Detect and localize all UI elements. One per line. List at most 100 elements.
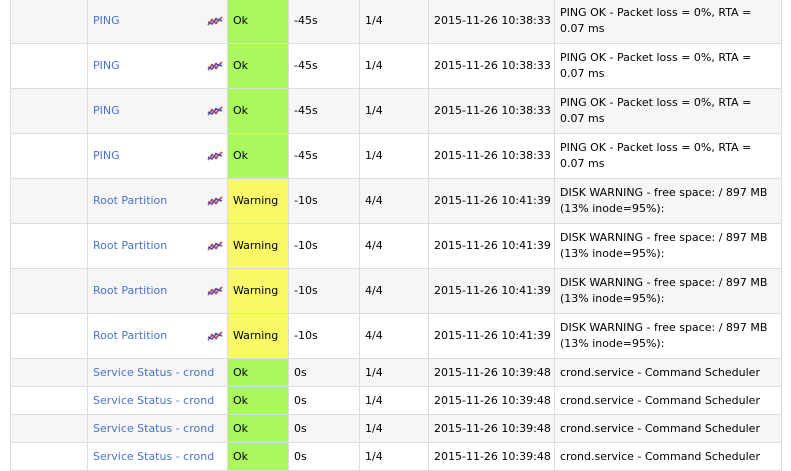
table-row: Service Status - crond Ok 0s 1/4 2015-11… (10, 358, 782, 387)
last-check-cell: -10s (288, 268, 360, 314)
service-cell: Root Partition (87, 268, 228, 314)
last-check-cell: -10s (288, 313, 360, 359)
status-info-cell: PING OK - Packet loss = 0%, RTA = 0.07 m… (554, 88, 782, 134)
table-row: PING Ok -45s 1/4 2015-11-26 10:38:33 PIN… (10, 43, 782, 89)
graph-icon[interactable] (207, 285, 223, 297)
status-badge: Warning (227, 268, 289, 314)
status-badge: Warning (227, 223, 289, 269)
last-checked-cell: 2015-11-26 10:38:33 (428, 43, 555, 89)
host-cell (10, 313, 88, 359)
service-link[interactable]: Service Status - crond (93, 421, 215, 435)
last-checked-cell: 2015-11-26 10:41:39 (428, 223, 555, 269)
last-checked-cell: 2015-11-26 10:38:33 (428, 0, 555, 44)
service-cell: Service Status - crond (87, 414, 228, 443)
service-link[interactable]: Root Partition (93, 284, 168, 297)
last-check-cell: 0s (288, 386, 360, 415)
status-info-cell: PING OK - Packet loss = 0%, RTA = 0.07 m… (554, 133, 782, 179)
attempt-cell: 1/4 (359, 133, 429, 179)
last-check-cell: -10s (288, 223, 360, 269)
status-badge: Warning (227, 313, 289, 359)
graph-icon[interactable] (207, 330, 223, 342)
last-check-cell: -45s (288, 43, 360, 89)
table-row: PING Ok -45s 1/4 2015-11-26 10:38:33 PIN… (10, 133, 782, 179)
attempt-cell: 4/4 (359, 268, 429, 314)
status-info-cell: DISK WARNING - free space: / 897 MB (13%… (554, 313, 782, 359)
service-cell: PING (87, 0, 228, 44)
graph-icon[interactable] (207, 240, 223, 252)
attempt-cell: 1/4 (359, 43, 429, 89)
service-cell: Service Status - crond (87, 442, 228, 471)
table-row: Root Partition Warning -10s 4/4 2015-11-… (10, 313, 782, 359)
service-link[interactable]: PING (93, 149, 120, 162)
table-row: PING Ok -45s 1/4 2015-11-26 10:38:33 PIN… (10, 0, 782, 44)
host-cell (10, 223, 88, 269)
table-row: Root Partition Warning -10s 4/4 2015-11-… (10, 268, 782, 314)
status-info-cell: crond.service - Command Scheduler (554, 386, 782, 415)
service-link[interactable]: PING (93, 59, 120, 72)
service-cell: Service Status - crond (87, 358, 228, 387)
host-cell (10, 442, 88, 471)
graph-icon[interactable] (207, 60, 223, 72)
service-link[interactable]: Root Partition (93, 329, 168, 342)
host-cell (10, 0, 88, 44)
service-cell: Root Partition (87, 178, 228, 224)
status-info-cell: crond.service - Command Scheduler (554, 414, 782, 443)
table-row: PING Ok -45s 1/4 2015-11-26 10:38:33 PIN… (10, 88, 782, 134)
service-cell: Root Partition (87, 223, 228, 269)
last-checked-cell: 2015-11-26 10:41:39 (428, 178, 555, 224)
graph-icon[interactable] (207, 150, 223, 162)
attempt-cell: 1/4 (359, 358, 429, 387)
status-info-cell: DISK WARNING - free space: / 897 MB (13%… (554, 223, 782, 269)
status-info-cell: crond.service - Command Scheduler (554, 358, 782, 387)
last-check-cell: -10s (288, 178, 360, 224)
status-badge: Ok (227, 414, 289, 443)
graph-icon[interactable] (207, 15, 223, 27)
attempt-cell: 1/4 (359, 414, 429, 443)
service-link[interactable]: Service Status - crond (93, 393, 215, 407)
attempt-cell: 4/4 (359, 178, 429, 224)
service-cell: Root Partition (87, 313, 228, 359)
last-checked-cell: 2015-11-26 10:41:39 (428, 268, 555, 314)
service-link[interactable]: Root Partition (93, 194, 168, 207)
service-link[interactable]: Root Partition (93, 239, 168, 252)
services-table-body: PING Ok -45s 1/4 2015-11-26 10:38:33 PIN… (10, 0, 782, 471)
status-badge: Ok (227, 386, 289, 415)
attempt-cell: 1/4 (359, 0, 429, 44)
status-info-cell: DISK WARNING - free space: / 897 MB (13%… (554, 178, 782, 224)
services-table-container: PING Ok -45s 1/4 2015-11-26 10:38:33 PIN… (10, 0, 782, 471)
table-row: Root Partition Warning -10s 4/4 2015-11-… (10, 178, 782, 224)
host-cell (10, 268, 88, 314)
last-checked-cell: 2015-11-26 10:39:48 (428, 442, 555, 471)
status-badge: Ok (227, 358, 289, 387)
service-link[interactable]: PING (93, 14, 120, 27)
attempt-cell: 4/4 (359, 223, 429, 269)
service-link[interactable]: Service Status - crond (93, 365, 215, 379)
last-check-cell: -45s (288, 88, 360, 134)
service-cell: PING (87, 88, 228, 134)
last-check-cell: 0s (288, 358, 360, 387)
service-link[interactable]: PING (93, 104, 120, 117)
status-badge: Ok (227, 0, 289, 44)
last-checked-cell: 2015-11-26 10:38:33 (428, 133, 555, 179)
service-cell: Service Status - crond (87, 386, 228, 415)
last-check-cell: -45s (288, 133, 360, 179)
host-cell (10, 178, 88, 224)
host-cell (10, 133, 88, 179)
table-row: Service Status - crond Ok 0s 1/4 2015-11… (10, 442, 782, 471)
attempt-cell: 1/4 (359, 386, 429, 415)
table-row: Service Status - crond Ok 0s 1/4 2015-11… (10, 386, 782, 415)
host-cell (10, 386, 88, 415)
status-info-cell: crond.service - Command Scheduler (554, 442, 782, 471)
graph-icon[interactable] (207, 195, 223, 207)
status-info-cell: DISK WARNING - free space: / 897 MB (13%… (554, 268, 782, 314)
service-cell: PING (87, 133, 228, 179)
status-badge: Ok (227, 442, 289, 471)
graph-icon[interactable] (207, 105, 223, 117)
service-cell: PING (87, 43, 228, 89)
attempt-cell: 1/4 (359, 88, 429, 134)
last-checked-cell: 2015-11-26 10:39:48 (428, 358, 555, 387)
last-checked-cell: 2015-11-26 10:39:48 (428, 414, 555, 443)
last-checked-cell: 2015-11-26 10:41:39 (428, 313, 555, 359)
service-link[interactable]: Service Status - crond (93, 449, 215, 463)
host-cell (10, 43, 88, 89)
